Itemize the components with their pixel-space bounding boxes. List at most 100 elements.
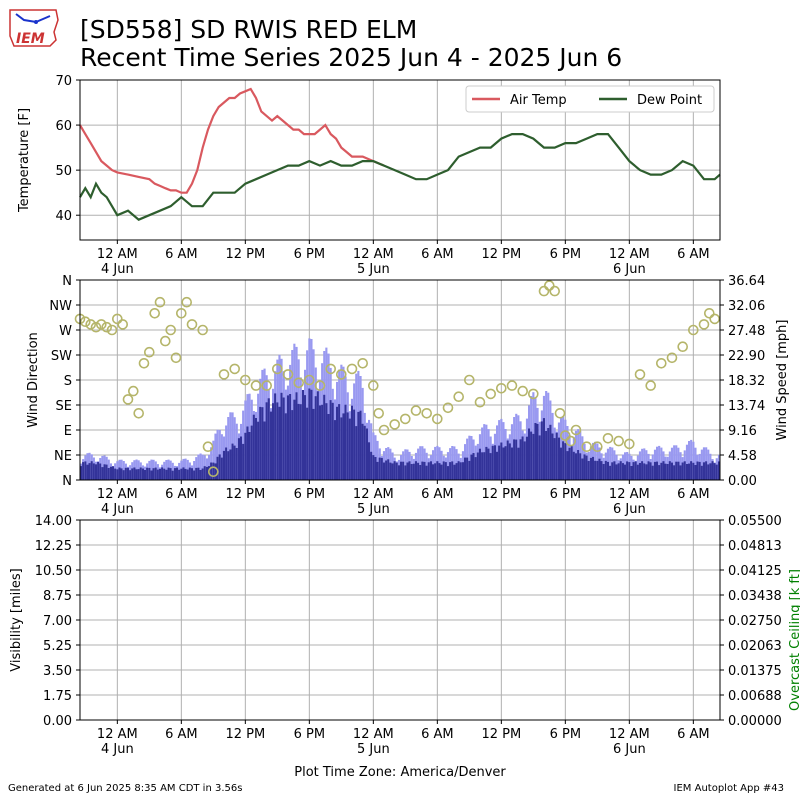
wind-gust-bar: [468, 435, 471, 480]
series-line-air-temp: [79, 87, 385, 194]
wind-speed-bar: [711, 461, 714, 480]
wind-ytick-label: NE: [54, 449, 72, 464]
wind-ytick-right-label: 32.06: [728, 299, 765, 314]
wind-speed-bar: [116, 469, 119, 480]
wind-direction-point: [570, 424, 582, 436]
wind-speed-bar: [325, 403, 328, 480]
wind-speed-bar: [423, 461, 426, 480]
wind-speed-bar: [237, 438, 241, 480]
vis-ytick-label: 0.00: [43, 714, 72, 729]
wind-speed-bar: [250, 425, 253, 480]
temp-xtick-label: 12 AM: [353, 247, 394, 262]
wind-speed-bar: [338, 404, 341, 480]
wind-speed-bar: [391, 463, 394, 480]
wind-direction-point: [117, 319, 128, 330]
logo-text: IEM: [16, 31, 45, 47]
vis-xtick-label: 6 PM: [550, 727, 581, 742]
wind-gust-bar: [483, 424, 486, 480]
vis-ytick-label: 7.00: [43, 614, 72, 629]
wind-speed-bar: [346, 412, 349, 480]
wind-speed-bar: [363, 425, 366, 480]
wind-speed-bar: [90, 461, 93, 480]
wind-speed-bar: [105, 464, 108, 480]
vis-ytick-right-label: 0.04813: [728, 539, 782, 554]
wind-speed-bar: [101, 467, 104, 480]
wind-speed-bar: [421, 461, 424, 480]
wind-speed-bar: [242, 443, 245, 480]
wind-speed-bar: [252, 414, 255, 480]
wind-speed-bar: [660, 462, 663, 480]
wind-speed-bar: [193, 470, 196, 480]
wind-direction-point: [442, 402, 454, 414]
vis-ytick-right-label: 0.04125: [728, 564, 782, 579]
wind-direction-point: [197, 324, 208, 336]
wind-direction-point: [645, 380, 657, 391]
temp-xtick-label: 6 PM: [550, 247, 581, 262]
wind-speed-bar: [551, 433, 554, 480]
wind-speed-bar: [564, 443, 567, 480]
wind-speed-bar: [141, 468, 145, 480]
wind-speed-bar: [583, 454, 586, 480]
temp-xtick-sublabel: 4 Jun: [101, 262, 134, 277]
wind-speed-bar: [365, 428, 369, 480]
wind-speed-bar: [291, 410, 294, 480]
wind-speed-bar: [135, 469, 138, 480]
wind-speed-bar: [382, 462, 386, 480]
iem-logo: IEM: [6, 6, 62, 54]
wind-speed-bar: [269, 411, 273, 480]
wind-speed-bar: [628, 462, 631, 480]
wind-speed-bar: [466, 457, 469, 480]
wind-speed-bar: [589, 457, 593, 480]
wind-speed-bar: [299, 404, 302, 480]
wind-direction-point: [687, 324, 699, 336]
wind-speed-bar: [519, 439, 522, 480]
wind-speed-bar: [161, 467, 164, 480]
wind-direction-point: [549, 285, 561, 297]
wind-speed-bar: [472, 453, 475, 480]
wind-speed-bar: [410, 464, 413, 480]
wind-speed-bar: [566, 451, 569, 480]
wind-direction-point: [543, 280, 555, 291]
wind-speed-bar: [263, 421, 266, 480]
wind-speed-bar: [259, 406, 262, 480]
wind-direction-point: [506, 380, 518, 391]
temp-xtick-sublabel: 5 Jun: [357, 262, 390, 277]
vis-frame: [79, 519, 721, 721]
wind-speed-bar: [500, 442, 503, 480]
wind-speed-bar: [574, 453, 578, 480]
wind-speed-bar: [683, 461, 686, 480]
temp-xtick-label: 6 AM: [421, 247, 454, 262]
wind-speed-bar: [508, 443, 511, 480]
wind-speed-bar: [312, 408, 315, 480]
wind-direction-point: [474, 396, 486, 408]
vis-xtick-label: 12 AM: [97, 727, 138, 742]
wind-speed-bar: [658, 465, 661, 480]
wind-direction-point: [703, 307, 715, 319]
wind-speed-bar: [114, 468, 117, 480]
wind-ytick-right-label: 9.16: [728, 424, 757, 439]
wind-speed-bar: [442, 461, 445, 480]
wind-speed-bar: [662, 461, 665, 480]
wind-speed-bar: [666, 464, 669, 480]
wind-speed-bar: [201, 468, 204, 480]
wind-speed-bar: [158, 468, 162, 480]
wind-direction-point: [346, 363, 358, 375]
wind-speed-bar: [419, 465, 422, 480]
wind-speed-bar: [395, 462, 398, 480]
wind-speed-bar: [609, 465, 612, 480]
wind-speed-bar: [385, 460, 388, 480]
wind-speed-bar: [478, 448, 482, 480]
generated-timestamp: Generated at 6 Jun 2025 8:35 AM CDT in 3…: [8, 783, 243, 794]
temp-xtick-sublabel: 6 Jun: [613, 262, 646, 277]
wind-direction-point: [106, 324, 118, 336]
wind-direction-point: [325, 363, 337, 375]
wind-speed-bar: [427, 462, 430, 480]
wind-speed-bar: [545, 431, 548, 480]
wind-direction-point: [410, 405, 422, 416]
wind-speed-bar: [86, 464, 89, 480]
wind-speed-bar: [222, 450, 226, 480]
wind-speed-bar: [459, 462, 462, 480]
wind-speed-bar: [476, 452, 479, 480]
wind-gust-bar: [220, 434, 223, 480]
wind-speed-bar: [344, 404, 347, 480]
